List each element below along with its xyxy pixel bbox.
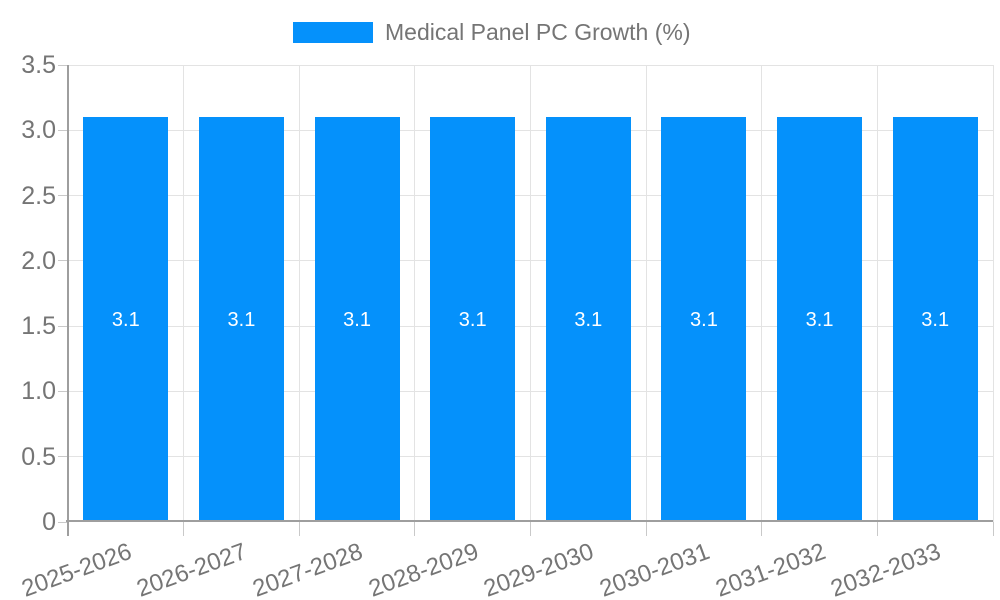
y-tick	[58, 390, 68, 392]
gridline-v	[530, 65, 531, 522]
y-tick	[58, 129, 68, 131]
x-axis-line	[66, 520, 993, 522]
x-tick	[992, 522, 994, 536]
y-axis-label: 3.0	[21, 116, 56, 145]
gridline-v	[183, 65, 185, 522]
bar-value-label: 3.1	[111, 308, 140, 331]
x-tick	[761, 522, 763, 536]
x-tick	[876, 522, 878, 536]
y-tick	[58, 195, 68, 197]
bar-value-label: 3.1	[343, 308, 371, 331]
y-tick	[58, 260, 68, 262]
x-tick	[183, 522, 185, 536]
gridline-v	[761, 65, 763, 522]
chart-legend[interactable]: Medical Panel PC Growth (%)	[293, 20, 691, 45]
y-axis-label: 1.5	[21, 312, 56, 341]
bar[interactable]	[661, 117, 747, 522]
legend-label: Medical Panel PC Growth (%)	[385, 19, 691, 45]
gridline-v	[992, 65, 994, 522]
y-axis-label: 2.5	[21, 181, 56, 210]
y-tick	[58, 325, 68, 327]
bar-value-label: 3.1	[805, 308, 834, 331]
legend-swatch	[293, 22, 373, 43]
bar[interactable]	[83, 117, 169, 522]
x-tick	[298, 522, 300, 536]
bar-value-label: 3.1	[574, 308, 603, 331]
gridline-v	[645, 65, 647, 522]
plot-area: 0 0.5 1.0 1.5 2.0 2.5 3.0 3.5 3.1 2025-2026 3.1 202…	[18, 51, 994, 600]
bar[interactable]	[314, 117, 400, 522]
y-axis-label: 0	[42, 508, 56, 536]
y-tick	[58, 64, 68, 66]
x-tick	[414, 522, 416, 536]
x-tick	[530, 522, 531, 536]
bar-value-label: 3.1	[690, 308, 718, 331]
bar[interactable]	[545, 117, 631, 522]
y-axis-line	[67, 65, 69, 536]
x-tick	[645, 522, 647, 536]
bar-value-label: 3.1	[227, 308, 256, 331]
y-tick	[58, 456, 68, 458]
bar-value-label: 3.1	[921, 308, 950, 331]
y-axis-label: 1.0	[21, 377, 56, 406]
gridline-v	[876, 65, 878, 522]
gridline-v	[298, 65, 300, 522]
y-axis-label: 2.0	[21, 246, 56, 275]
bar[interactable]	[198, 117, 284, 522]
bar[interactable]	[430, 117, 516, 522]
y-axis-label: 3.5	[21, 51, 56, 79]
gridline-v	[414, 65, 416, 522]
bar[interactable]	[777, 117, 863, 522]
y-tick	[58, 521, 68, 523]
bar[interactable]	[892, 117, 978, 522]
bar-value-label: 3.1	[458, 308, 487, 331]
y-axis-label: 0.5	[21, 442, 56, 471]
